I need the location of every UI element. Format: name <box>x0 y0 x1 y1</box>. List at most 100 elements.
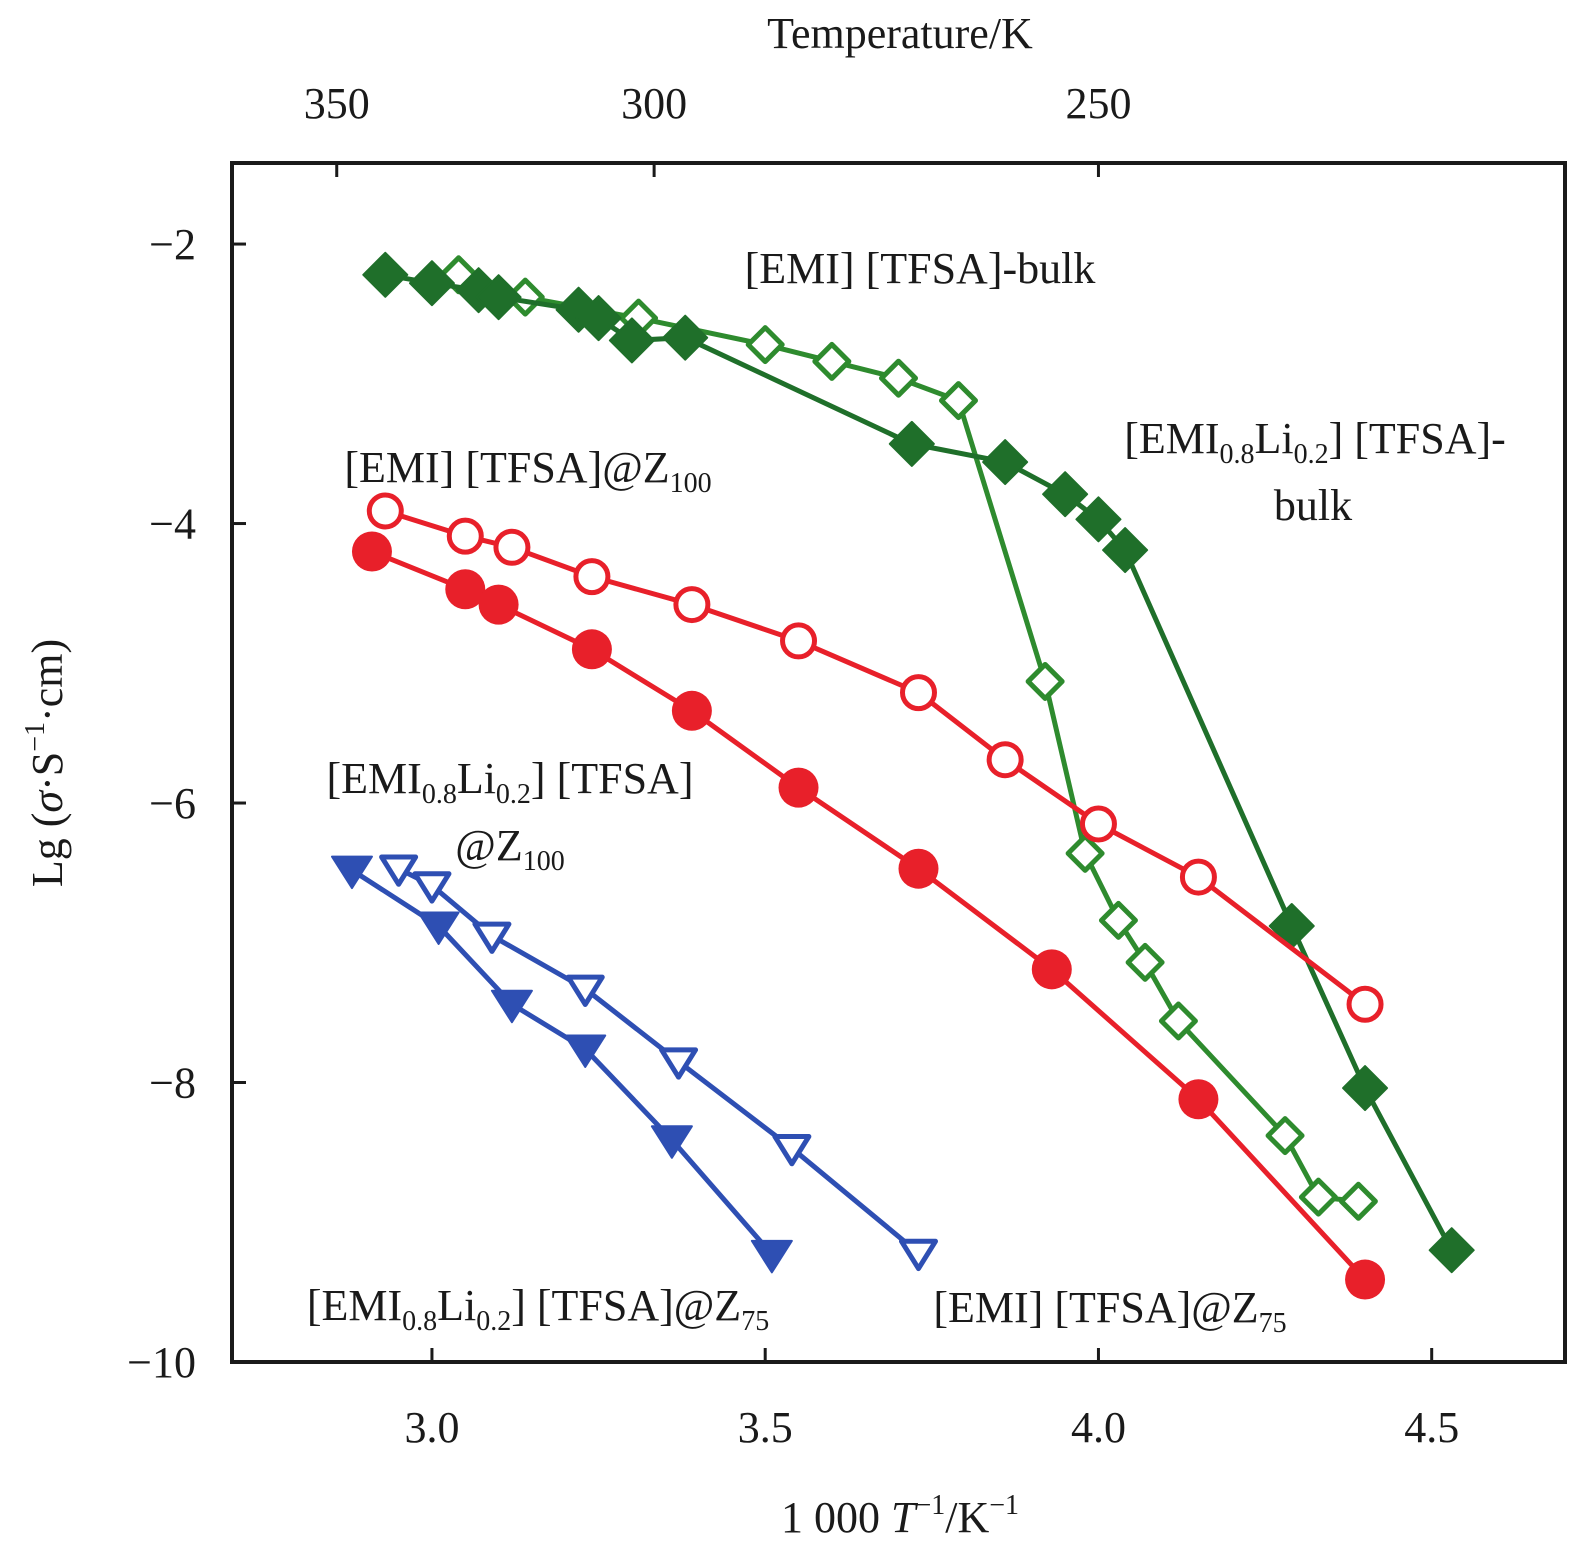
plot-frame <box>230 161 1567 1364</box>
annotation-emili-z100-1: [EMI0.8Li0.2] [TFSA] <box>327 754 694 810</box>
data-point <box>608 317 655 364</box>
data-point <box>472 921 512 954</box>
data-point <box>330 855 373 890</box>
annotations: [EMI] [TFSA]-bulk [EMI0.8Li0.2] [TFSA]- bu… <box>307 244 1506 1339</box>
data-point <box>417 911 460 945</box>
series-1 <box>362 251 1475 1274</box>
top-axis-title: Temperature/K <box>767 9 1033 58</box>
annotation-text: @Z <box>455 821 522 870</box>
annotation-emi-z75: [EMI] [TFSA]@Z75 <box>933 1283 1286 1339</box>
data-point <box>575 295 622 342</box>
annotation-subscript: 100 <box>523 846 565 877</box>
data-point <box>1065 833 1105 873</box>
data-point <box>571 629 612 670</box>
annotation-emi-bulk: [EMI] [TFSA]-bulk <box>745 244 1096 293</box>
annotation-text: [EMI] [TFSA]@Z <box>933 1283 1258 1332</box>
annotation-subscript: 75 <box>1259 1308 1287 1339</box>
data-point <box>1031 949 1072 990</box>
data-point <box>778 767 819 808</box>
series-line <box>371 549 1367 1282</box>
x-axis-title-sup1: −1 <box>915 1490 945 1521</box>
x-axis-title-sup2: −1 <box>989 1490 1019 1521</box>
annotation-text: Li <box>457 754 496 803</box>
top-tick-label: 350 <box>304 79 370 128</box>
data-point <box>982 439 1029 486</box>
annotation-text: ] [TFSA] <box>531 754 694 803</box>
annotation-emili-z75: [EMI0.8Li0.2] [TFSA]@Z75 <box>307 1281 769 1337</box>
data-point <box>490 989 533 1024</box>
x-tick-label: 3.0 <box>404 1403 459 1452</box>
data-point <box>1428 1227 1475 1274</box>
data-point <box>362 251 409 298</box>
data-point <box>478 584 519 625</box>
data-point <box>673 586 711 624</box>
y-axis-title-mid: ·S <box>23 752 72 791</box>
y-tick-label: −10 <box>127 1338 196 1387</box>
data-point <box>1125 942 1165 982</box>
annotation-emili-z100-2: @Z100 <box>455 821 564 877</box>
data-point <box>412 871 452 904</box>
annotation-emili-bulk-1: [EMI0.8Li0.2] [TFSA]- <box>1124 414 1506 470</box>
data-point <box>772 1133 812 1167</box>
top-tick-label: 250 <box>1065 79 1131 128</box>
annotation-text: [EMI] [TFSA]-bulk <box>745 244 1096 293</box>
y-axis-title-var: σ <box>23 789 72 813</box>
y-axis-title-suffix: ·cm) <box>23 639 72 722</box>
y-axis-title-prefix: Lg ( <box>23 813 72 888</box>
x-axis-title: 1 000 T−1/K−1 <box>781 1490 1019 1542</box>
y-tick-label: −2 <box>149 220 196 269</box>
data-point <box>1179 858 1217 896</box>
data-point <box>573 558 611 596</box>
data-point <box>446 517 484 555</box>
series-line <box>350 868 774 1257</box>
annotation-text: [EMI <box>327 754 422 803</box>
series-layer <box>330 251 1475 1300</box>
data-point <box>1178 1079 1219 1120</box>
data-point <box>408 260 455 307</box>
data-point <box>812 341 852 381</box>
data-point <box>1075 496 1122 543</box>
series-2 <box>366 492 1384 1023</box>
annotation-text: [EMI] [TFSA]@Z <box>344 443 669 492</box>
annotation-subscript: 0.8 <box>422 779 457 810</box>
data-point <box>379 854 419 887</box>
data-point <box>1345 1259 1386 1300</box>
annotation-text: bulk <box>1274 481 1352 530</box>
y-tick-label: −4 <box>149 500 196 549</box>
data-point <box>750 1239 793 1274</box>
data-point <box>493 528 531 566</box>
data-point <box>366 492 404 530</box>
x-axis-title-mid: /K <box>945 1493 989 1542</box>
series-3 <box>351 531 1386 1300</box>
series-line <box>457 272 1359 1204</box>
annotation-text: Li <box>437 1281 476 1330</box>
y-tick-label: −6 <box>149 779 196 828</box>
data-point <box>1042 471 1089 518</box>
data-point <box>565 974 605 1007</box>
data-point <box>445 569 486 610</box>
annotation-text: Li <box>1255 414 1294 463</box>
annotation-subscript: 100 <box>670 468 712 499</box>
data-point <box>1338 1181 1378 1221</box>
x-tick-label: 4.0 <box>1071 1403 1126 1452</box>
series-5 <box>330 855 793 1274</box>
annotation-text: [EMI <box>1124 414 1219 463</box>
data-point <box>1298 1177 1338 1217</box>
data-point <box>650 1125 693 1159</box>
y-axis-title: Lg (σ·S−1·cm) <box>20 639 72 887</box>
x-axis-title-prefix: 1 000 <box>781 1493 891 1542</box>
y-tick-label: −8 <box>149 1059 196 1108</box>
data-point <box>1342 1065 1389 1112</box>
axis-ticks: 3.0 3.5 4.0 4.5 −2 −4 −6 −8 −10 350 300 250 <box>127 79 1459 1452</box>
data-point <box>898 1238 938 1272</box>
data-point <box>475 274 522 321</box>
data-point <box>1079 805 1117 843</box>
data-point <box>1268 903 1315 949</box>
annotation-text: ] [TFSA]@Z <box>511 1281 741 1330</box>
data-point <box>1346 985 1384 1023</box>
data-point <box>1098 900 1138 940</box>
annotation-subscript: 75 <box>741 1306 769 1337</box>
data-point <box>879 358 918 398</box>
top-tick-label: 300 <box>621 79 687 128</box>
annotation-text: [EMI <box>307 1281 402 1330</box>
